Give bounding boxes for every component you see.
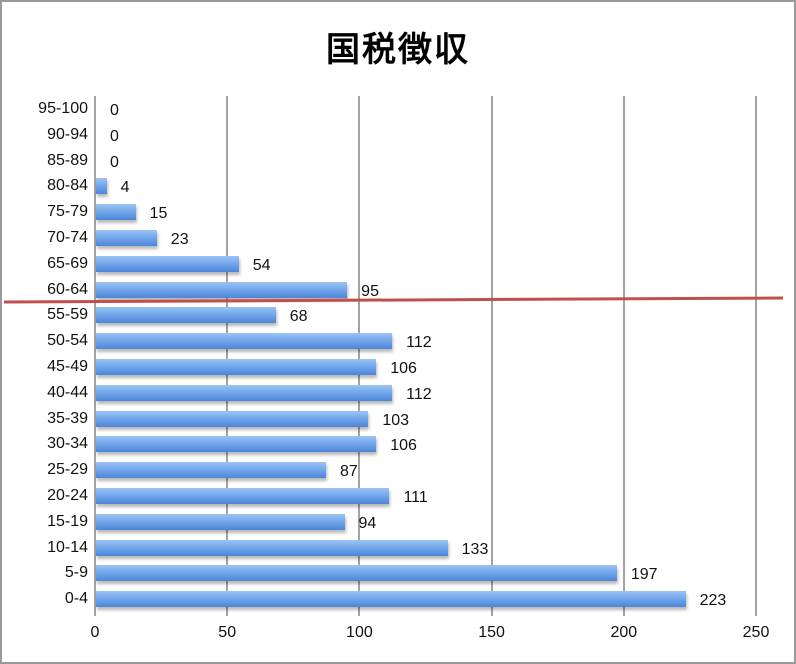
x-tick-label: 150 [478,624,505,641]
x-tick [622,610,625,616]
x-tick [490,610,493,616]
bar-row: 95-100 0 [38,96,755,122]
data-label: 95 [361,282,379,300]
bar [96,539,448,556]
bar-row: 70-74 23 [47,225,755,251]
category-label: 30-34 [47,435,88,453]
category-label: 15-19 [47,512,88,530]
bar-row: 40-44 112 [47,380,755,406]
x-tick [94,610,96,616]
bar-row: 15-19 94 [47,509,755,535]
data-label: 103 [382,411,410,429]
data-label: 68 [289,308,308,326]
category-label: 25-29 [47,461,88,479]
bar-row: 60-64 95 [47,277,755,303]
bar [96,591,686,608]
bar-row: 55-59 68 [47,302,755,328]
bar [96,204,136,221]
gridline [358,96,361,612]
gridline [755,96,757,612]
bar [96,462,327,479]
category-label: 85-89 [47,151,88,169]
data-label: 112 [406,334,432,352]
data-label: 0 [110,153,119,171]
bar [96,178,107,195]
bar-row: 75-79 15 [47,199,755,225]
data-label: 106 [390,437,417,455]
gridline [622,96,625,612]
bar-row: 65-69 54 [47,251,755,277]
bar-row: 85-89 0 [47,148,755,174]
category-label: 5-9 [64,564,88,582]
bar [96,307,276,324]
category-label: 45-49 [47,358,88,375]
data-label: 223 [699,592,727,610]
data-label: 0 [110,127,119,145]
data-label: 111 [403,489,428,506]
category-label: 20-24 [47,487,88,504]
data-label: 54 [252,256,271,274]
x-tick-label: 200 [610,624,638,641]
data-label: 197 [630,566,658,584]
bar-row: 90-94 0 [47,122,755,148]
data-label: 4 [120,179,130,197]
category-label: 60-64 [47,280,88,298]
category-label: 35-39 [47,409,88,427]
bar [96,281,348,298]
category-label: 90-94 [47,125,88,143]
bar [96,333,393,350]
category-label: 65-69 [47,254,88,272]
bar-row: 20-24 111 [47,483,755,509]
x-tick [755,610,757,616]
bar-row: 25-29 87 [47,457,755,483]
category-label: 50-54 [47,332,88,350]
bar [96,488,390,504]
bar [96,359,377,375]
category-label: 0-4 [64,590,88,608]
bar [96,230,157,246]
bar [96,513,345,530]
bar-row: 10-14 133 [47,535,755,561]
x-tick [358,610,361,616]
bar-row: 5-9 197 [65,560,755,586]
bar-row: 45-49 106 [47,354,755,380]
bar [96,384,393,401]
x-tick-label: 100 [346,624,373,641]
gridline [226,96,229,612]
category-label: 10-14 [47,538,88,556]
data-label: 15 [149,205,168,223]
x-tick-label: 50 [218,624,237,641]
gridline [490,96,493,612]
category-label: 55-59 [47,306,88,324]
bar [96,410,369,427]
category-label: 80-84 [47,177,88,195]
category-label: 75-79 [47,203,88,221]
category-label: 95-100 [38,100,88,117]
category-label: 40-44 [47,383,88,401]
data-label: 133 [461,540,489,558]
bar-row: 30-34 106 [47,431,755,457]
y-axis-line [94,96,96,612]
bar [96,436,377,453]
bar [96,255,239,272]
x-tick-label: 0 [90,624,100,641]
data-label: 23 [170,231,189,248]
x-tick-label: 250 [742,624,770,641]
bar-row: 35-39 103 [47,406,755,432]
data-label: 0 [110,102,119,119]
data-label: 87 [340,463,358,481]
x-tick [226,610,229,616]
bar-row: 50-54 112 [47,328,755,354]
data-label: 112 [406,385,432,403]
bar-row: 0-4 223 [65,586,755,612]
chart-title: 国税徴収 [326,30,470,70]
category-label: 70-74 [47,229,88,246]
bar-row: 80-84 4 [47,173,755,199]
plot-area: 0 50 100 150 200 250 0-4 223 5-9 197 10-14 133 15-19… [38,96,769,641]
data-label: 106 [390,360,417,377]
data-label: 94 [358,514,377,532]
bar [96,565,617,582]
